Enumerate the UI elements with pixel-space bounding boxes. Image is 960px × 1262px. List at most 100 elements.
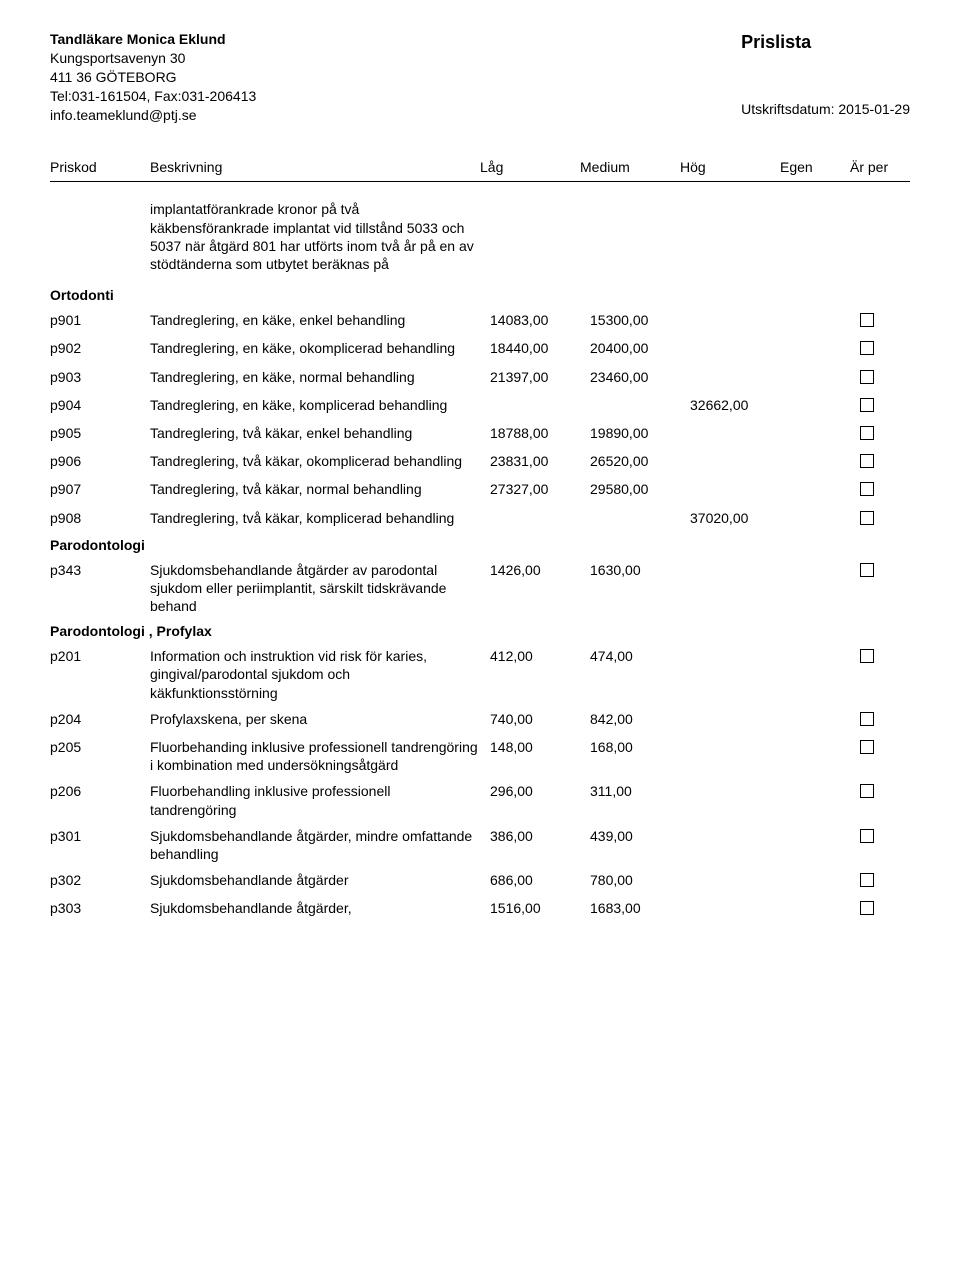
cell-medium: 1630,00 (590, 561, 690, 579)
cell-medium: 780,00 (590, 871, 690, 889)
col-header-medium: Medium (580, 159, 680, 175)
cell-priskod: p205 (50, 738, 150, 756)
cell-priskod: p908 (50, 509, 150, 527)
dentist-name: Tandläkare Monica Eklund (50, 30, 256, 49)
cell-medium: 842,00 (590, 710, 690, 728)
cell-medium: 26520,00 (590, 452, 690, 470)
cell-priskod: p302 (50, 871, 150, 889)
cell-priskod: p907 (50, 480, 150, 498)
cell-description: Sjukdomsbehandlande åtgärder, mindre omf… (150, 827, 490, 863)
col-header-priskod: Priskod (50, 159, 150, 175)
cell-description: Information och instruktion vid risk för… (150, 647, 490, 702)
checkbox-icon[interactable] (860, 712, 874, 726)
price-row: p204Profylaxskena, per skena740,00842,00 (50, 710, 910, 730)
cell-checkbox (860, 827, 890, 847)
checkbox-icon[interactable] (860, 341, 874, 355)
checkbox-icon[interactable] (860, 370, 874, 384)
phone-line: Tel:031-161504, Fax:031-206413 (50, 87, 256, 106)
header-right: Prislista Utskriftsdatum: 2015-01-29 (741, 30, 910, 124)
cell-hog: 37020,00 (690, 509, 790, 527)
cell-checkbox (860, 424, 890, 444)
cell-description: Tandreglering, två käkar, enkel behandli… (150, 424, 490, 442)
cell-checkbox (860, 871, 890, 891)
cell-checkbox (860, 899, 890, 919)
cell-lag: 18788,00 (490, 424, 590, 442)
price-row: p902Tandreglering, en käke, okomplicerad… (50, 339, 910, 359)
cell-checkbox (860, 738, 890, 758)
cell-priskod: p201 (50, 647, 150, 665)
price-row: p301Sjukdomsbehandlande åtgärder, mindre… (50, 827, 910, 863)
cell-priskod: p904 (50, 396, 150, 414)
price-row: p343Sjukdomsbehandlande åtgärder av paro… (50, 561, 910, 616)
cell-description: Tandreglering, en käke, normal behandlin… (150, 368, 490, 386)
cell-priskod: p901 (50, 311, 150, 329)
col-header-hog: Hög (680, 159, 780, 175)
checkbox-icon[interactable] (860, 873, 874, 887)
checkbox-icon[interactable] (860, 563, 874, 577)
checkbox-icon[interactable] (860, 901, 874, 915)
cell-checkbox (860, 782, 890, 802)
sections-container: Ortodonti p901Tandreglering, en käke, enk… (50, 287, 910, 919)
cell-priskod: p206 (50, 782, 150, 800)
cell-lag: 14083,00 (490, 311, 590, 329)
cell-lag: 21397,00 (490, 368, 590, 386)
cell-lag: 386,00 (490, 827, 590, 845)
price-row: p302Sjukdomsbehandlande åtgärder686,0078… (50, 871, 910, 891)
cell-checkbox (860, 368, 890, 388)
cell-checkbox (860, 561, 890, 581)
address-line-1: Kungsportsavenyn 30 (50, 49, 256, 68)
checkbox-icon[interactable] (860, 398, 874, 412)
print-date: Utskriftsdatum: 2015-01-29 (741, 100, 910, 119)
cell-lag: 740,00 (490, 710, 590, 728)
cell-hog: 32662,00 (690, 396, 790, 414)
col-header-arper: Är per (850, 159, 900, 175)
cell-lag: 1426,00 (490, 561, 590, 579)
section-title: Ortodonti (50, 287, 910, 303)
cell-checkbox (860, 480, 890, 500)
checkbox-icon[interactable] (860, 482, 874, 496)
email-line: info.teameklund@ptj.se (50, 106, 256, 125)
cell-description: Sjukdomsbehandlande åtgärder, (150, 899, 490, 917)
cell-description: Tandreglering, två käkar, okomplicerad b… (150, 452, 490, 470)
cell-medium: 15300,00 (590, 311, 690, 329)
cell-description: Tandreglering, en käke, komplicerad beha… (150, 396, 490, 414)
col-header-beskrivning: Beskrivning (150, 159, 480, 175)
price-row: p901Tandreglering, en käke, enkel behand… (50, 311, 910, 331)
header-left: Tandläkare Monica Eklund Kungsportsaveny… (50, 30, 256, 124)
cell-checkbox (860, 339, 890, 359)
cell-description: Fluorbehanding inklusive professionell t… (150, 738, 490, 774)
checkbox-icon[interactable] (860, 511, 874, 525)
cell-description: Tandreglering, en käke, enkel behandling (150, 311, 490, 329)
cell-lag: 412,00 (490, 647, 590, 665)
cell-description: Tandreglering, två käkar, normal behandl… (150, 480, 490, 498)
checkbox-icon[interactable] (860, 454, 874, 468)
price-row: p904Tandreglering, en käke, komplicerad … (50, 396, 910, 416)
document-title: Prislista (741, 30, 910, 54)
price-row: p905Tandreglering, två käkar, enkel beha… (50, 424, 910, 444)
cell-medium: 311,00 (590, 782, 690, 800)
cell-checkbox (860, 396, 890, 416)
cell-medium: 168,00 (590, 738, 690, 756)
intro-text: implantatförankrade kronor på två käkben… (150, 200, 480, 273)
cell-checkbox (860, 311, 890, 331)
cell-checkbox (860, 452, 890, 472)
cell-medium: 1683,00 (590, 899, 690, 917)
checkbox-icon[interactable] (860, 784, 874, 798)
address-line-2: 411 36 GÖTEBORG (50, 68, 256, 87)
cell-description: Sjukdomsbehandlande åtgärder (150, 871, 490, 889)
price-row: p908Tandreglering, två käkar, komplicera… (50, 509, 910, 529)
cell-medium: 19890,00 (590, 424, 690, 442)
header-divider (50, 181, 910, 182)
checkbox-icon[interactable] (860, 649, 874, 663)
col-header-lag: Låg (480, 159, 580, 175)
checkbox-icon[interactable] (860, 740, 874, 754)
cell-lag: 148,00 (490, 738, 590, 756)
cell-description: Tandreglering, en käke, okomplicerad beh… (150, 339, 490, 357)
checkbox-icon[interactable] (860, 313, 874, 327)
cell-priskod: p905 (50, 424, 150, 442)
cell-priskod: p343 (50, 561, 150, 579)
checkbox-icon[interactable] (860, 829, 874, 843)
cell-description: Profylaxskena, per skena (150, 710, 490, 728)
checkbox-icon[interactable] (860, 426, 874, 440)
cell-medium: 23460,00 (590, 368, 690, 386)
